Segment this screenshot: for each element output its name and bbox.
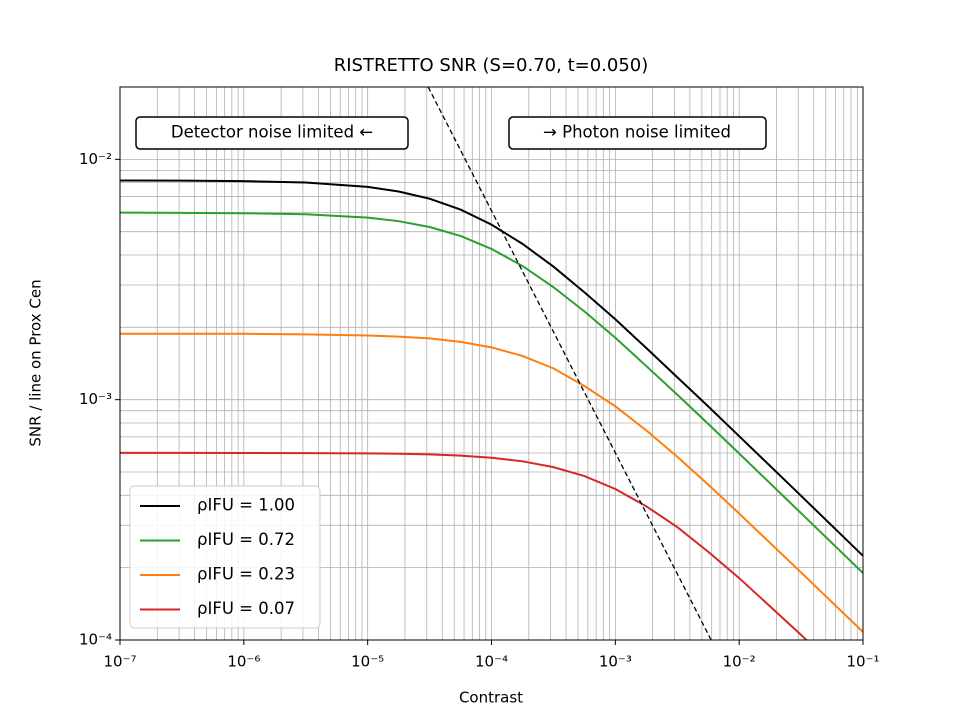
series-line [120,179,863,557]
x-tick-label: 10⁻⁴ [475,653,508,671]
annotation-box [508,116,767,150]
legend-label: ρIFU = 0.72 [197,530,295,549]
legend-box [129,485,321,629]
x-axis-label: Contrast [459,689,523,707]
x-tick-label: 10⁻¹ [846,653,879,671]
x-tick-label: 10⁻² [723,653,756,671]
y-tick-label: 10⁻⁴ [79,631,112,649]
legend-label: ρIFU = 0.23 [197,565,295,584]
plot-area [120,87,863,640]
annotation: Detector noise limited ← [171,123,373,142]
legend: ρIFU = 1.00 ρIFU = 0.72 ρIFU = 0.23 ρIFU = … [129,485,321,629]
series-line [120,332,863,633]
x-tick-label: 10⁻³ [599,653,632,671]
chart-title: RISTRETTO SNR (S=0.70, t=0.050) [334,55,649,76]
series-line [120,451,808,640]
annotation-box [135,116,409,150]
x-tick-label: 10⁻⁷ [103,653,136,671]
y-axis-label: SNR / line on Prox Cen [27,279,45,446]
x-tick-label: 10⁻⁶ [227,653,260,671]
ticks: 10⁻⁷ 10⁻⁶ 10⁻⁵ 10⁻⁴ 10⁻³ 10⁻² 10⁻¹ 10⁻⁴ 10⁻³ 10⁻² [79,150,880,671]
legend-label: ρIFU = 1.00 [197,496,295,515]
annotation: → Photon noise limited [543,123,731,142]
x-tick-label: 10⁻⁵ [351,653,384,671]
legend-label: ρIFU = 0.07 [197,599,295,618]
y-tick-label: 10⁻³ [79,390,112,408]
series-line [120,211,863,574]
y-tick-label: 10⁻² [79,150,112,168]
